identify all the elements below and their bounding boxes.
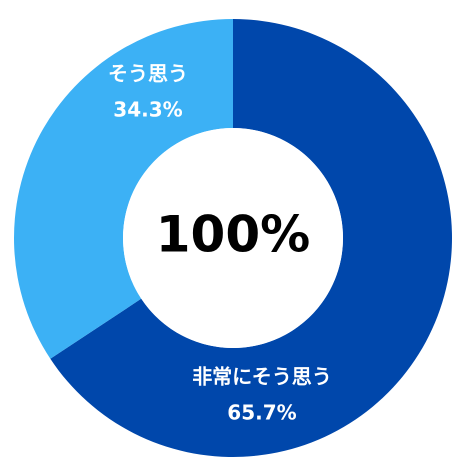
value-label: 34.3%	[113, 98, 182, 122]
donut-slice	[14, 19, 234, 359]
donut-slice	[50, 19, 452, 458]
donut-hole	[123, 128, 343, 348]
value-label: 65.7%	[227, 401, 296, 425]
slice-label: 非常にそう思う	[192, 365, 332, 389]
slice-label: そう思う	[108, 62, 188, 86]
center-label: 100%	[156, 206, 310, 264]
